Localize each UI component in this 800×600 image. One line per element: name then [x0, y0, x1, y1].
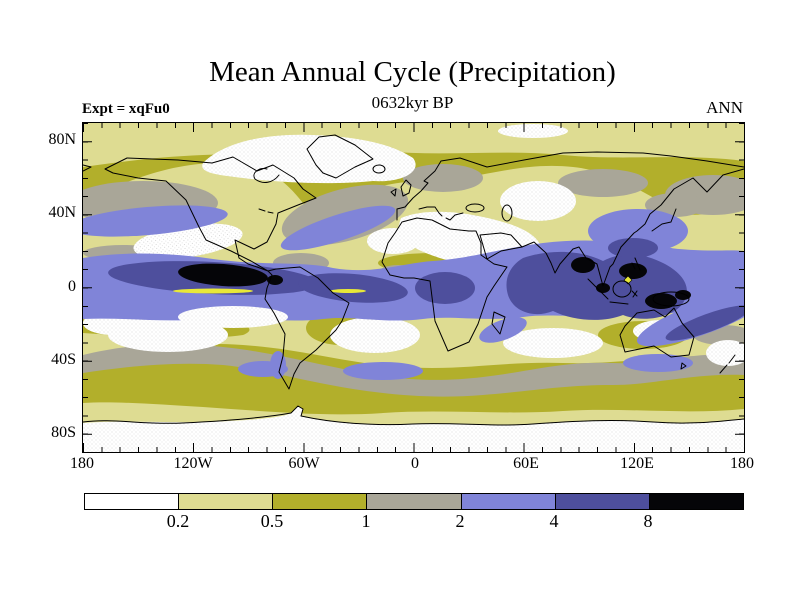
colorbar-label-05: 0.5	[260, 511, 284, 531]
x-tick-120W: 120W	[173, 455, 213, 472]
chart-subtitle: 0632kyr BP	[371, 93, 454, 112]
colorbar-cell-02-05	[178, 494, 273, 509]
y-tick-80S: 80S	[51, 424, 76, 441]
colorbar-label-4: 4	[549, 511, 559, 531]
colorbar-label-2: 2	[455, 511, 465, 531]
x-tick-60W: 60W	[288, 455, 320, 472]
colorbar-cell-gt8	[648, 494, 743, 509]
colorbar	[84, 493, 744, 510]
chart-title: Mean Annual Cycle (Precipitation)	[209, 56, 616, 88]
colorbar-label-8: 8	[643, 511, 653, 531]
precipitation-map	[82, 122, 745, 453]
experiment-label: Expt = xqFu0	[82, 101, 170, 117]
colorbar-cell-4-8	[554, 494, 649, 509]
field-accents	[173, 275, 633, 328]
colorbar-cell-2-4	[460, 494, 555, 509]
colorbar-label-1: 1	[361, 511, 371, 531]
season-label: ANN	[706, 98, 743, 117]
y-tick-80N: 80N	[48, 131, 76, 148]
map-svg	[83, 123, 744, 452]
y-tick-40S: 40S	[51, 351, 76, 368]
x-tick-180E: 180	[730, 455, 754, 472]
x-tick-120E: 120E	[620, 455, 654, 472]
y-tick-40N: 40N	[48, 204, 76, 221]
coastlines	[83, 134, 744, 426]
colorbar-cell-1-2	[366, 494, 461, 509]
colorbar-cell-lt02	[85, 494, 179, 509]
colorbar-label-02: 0.2	[166, 511, 190, 531]
x-tick-180W: 180	[70, 455, 94, 472]
y-tick-0: 0	[68, 278, 76, 295]
x-tick-0: 0	[411, 455, 419, 472]
x-tick-60E: 60E	[513, 455, 539, 472]
colorbar-cell-05-1	[272, 494, 367, 509]
